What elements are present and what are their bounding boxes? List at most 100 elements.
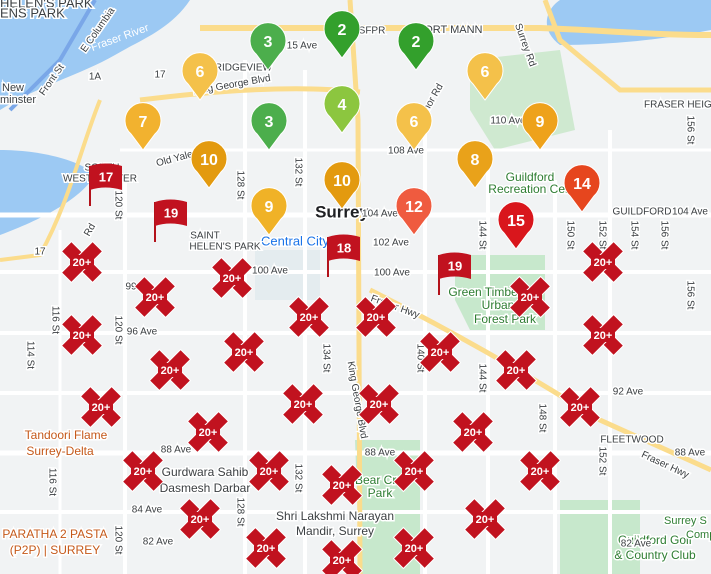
street-label: 108 Ave [388,146,424,157]
flag-marker[interactable]: 19 [438,252,471,296]
pin [124,102,162,151]
place-label: Shri Lakshmi Narayan [276,509,394,523]
cluster-core [528,464,552,478]
pin-label: 6 [481,64,490,81]
pin-marker[interactable]: 3 [249,22,287,71]
cluster-label: 20+ [531,466,550,478]
cluster-marker[interactable]: 20+ [281,382,325,426]
cluster-label: 20+ [134,466,153,478]
flag-marker[interactable]: 18 [327,234,360,278]
place-label: New [2,82,24,94]
cluster-marker[interactable]: 20+ [60,313,104,357]
place-label: SAINT [190,231,219,242]
cluster-label: 20+ [199,427,218,439]
place-label: Urban [482,298,515,312]
street-label: 120 St [112,526,123,555]
pin-marker[interactable]: 8 [456,140,494,189]
cluster-marker[interactable]: 20+ [558,385,602,429]
cluster-marker[interactable]: 20+ [392,449,436,493]
cluster-marker[interactable]: 20+ [518,449,562,493]
street-label: 152 St [596,221,607,250]
pin-marker[interactable]: 7 [124,102,162,151]
cluster-marker[interactable]: 20+ [508,275,552,319]
cluster-marker[interactable]: 20+ [354,295,398,339]
cluster-marker[interactable]: 20+ [79,385,123,429]
cluster-marker[interactable]: 20+ [148,348,192,392]
place-label: Comp [686,529,711,541]
pin-marker[interactable]: 12 [395,187,433,236]
street-label: 17 [154,70,166,81]
pin [497,201,535,250]
cluster-label: 20+ [333,480,352,492]
pin [563,164,601,213]
cluster-marker[interactable]: 20+ [357,382,401,426]
cluster-marker[interactable]: 20+ [244,526,288,570]
place-label: SFPR [359,26,386,37]
cluster-marker[interactable]: 20+ [121,449,165,493]
flag-marker[interactable]: 17 [89,163,122,207]
cluster-label: 20+ [431,347,450,359]
cluster-marker[interactable]: 20+ [178,497,222,541]
cluster-marker[interactable]: 20+ [320,463,364,507]
street-label: 114 St [24,341,35,369]
pin-marker[interactable]: 2 [323,10,361,59]
pin-label: 8 [471,152,480,169]
cluster-core [297,310,321,324]
pin [397,22,435,71]
pin-marker[interactable]: 6 [395,102,433,151]
pin-marker[interactable]: 9 [250,187,288,236]
street-label: 150 St [564,221,575,250]
cluster-label: 20+ [405,466,424,478]
pin-marker[interactable]: 4 [323,85,361,134]
street-label: 120 St [112,191,123,220]
place-label: Mandir, Surrey [296,524,374,538]
cluster-label: 20+ [223,273,242,285]
pin [466,52,504,101]
pin-marker[interactable]: 2 [397,22,435,71]
pin-marker[interactable]: 14 [563,164,601,213]
cluster-marker[interactable]: 20+ [186,410,230,454]
pin-marker[interactable]: 3 [250,102,288,151]
place-label: Central City [261,233,329,248]
cluster-marker[interactable]: 20+ [287,295,331,339]
pin-marker[interactable]: 15 [497,201,535,250]
cluster-label: 20+ [405,543,424,555]
cluster-marker[interactable]: 20+ [463,497,507,541]
cluster-marker[interactable]: 20+ [581,240,625,284]
pin-marker[interactable]: 10 [323,161,361,210]
place-label: Tandoori Flame [25,428,108,442]
cluster-label: 20+ [146,292,165,304]
pin [250,102,288,151]
cluster-marker[interactable]: 20+ [392,526,436,570]
cluster-marker[interactable]: 20+ [451,410,495,454]
pin [323,10,361,59]
pin [395,102,433,151]
flag-label: 19 [164,205,178,220]
cluster-marker[interactable]: 20+ [60,240,104,284]
cluster-marker[interactable]: 20+ [247,449,291,493]
cluster-marker[interactable]: 20+ [222,330,266,374]
cluster-core [402,464,426,478]
cluster-marker[interactable]: 20+ [133,275,177,319]
pin-marker[interactable]: 6 [181,52,219,101]
cluster-label: 20+ [73,257,92,269]
pin [323,85,361,134]
pin-marker[interactable]: 6 [466,52,504,101]
flag-marker[interactable]: 19 [154,199,187,243]
cluster-marker[interactable]: 20+ [320,538,364,574]
cluster-marker[interactable]: 20+ [581,313,625,357]
park [560,500,640,574]
pin [521,102,559,151]
place-label: Surrey [315,202,369,221]
cluster-core [518,290,542,304]
pin-label: 4 [338,97,347,114]
cluster-marker[interactable]: 20+ [210,256,254,300]
cluster-core [367,397,391,411]
pin-label: 3 [265,114,274,131]
cluster-core [591,328,615,342]
cluster-marker[interactable]: 20+ [494,348,538,392]
pin-marker[interactable]: 9 [521,102,559,151]
street-label: 156 St [684,281,695,310]
cluster-marker[interactable]: 20+ [418,330,462,374]
pin-marker[interactable]: 10 [190,140,228,189]
